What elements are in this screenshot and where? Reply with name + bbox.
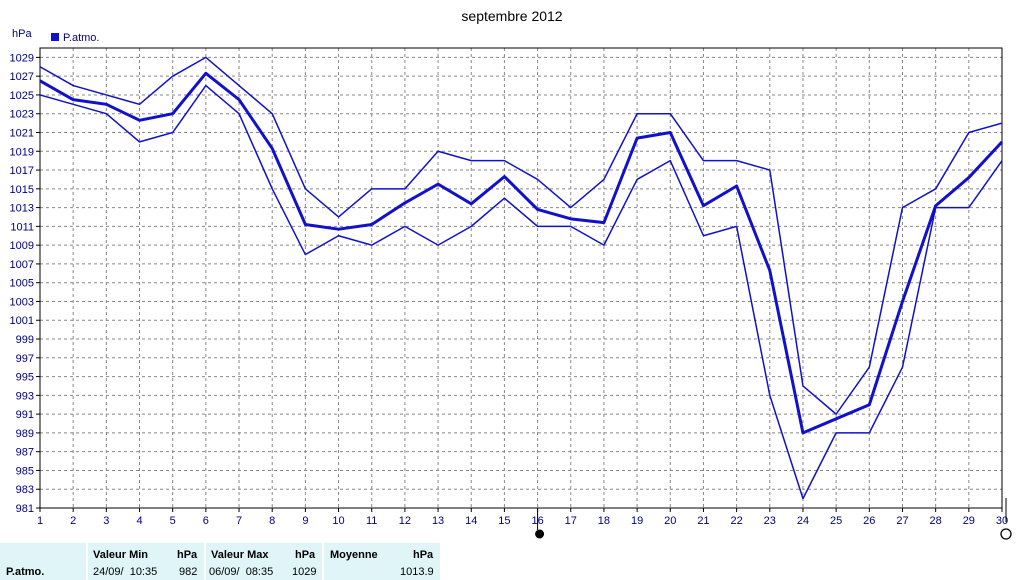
max-cell: Valeur Max hPa 06/09/ 08:35 1029 (206, 543, 322, 580)
mean-header: Moyenne (330, 549, 378, 561)
param-cell: P.atmo. (0, 543, 86, 580)
y-tick-label: 1001 (10, 315, 34, 327)
x-tick-label: 9 (302, 515, 308, 527)
x-tick-label: 28 (930, 515, 942, 527)
y-tick-label: 1011 (10, 221, 34, 233)
plot-frame (39, 47, 1003, 509)
x-tick-label: 11 (366, 515, 377, 527)
y-tick-label: 1027 (10, 71, 34, 83)
x-tick-label: 15 (498, 515, 510, 527)
x-tick-label: 10 (332, 515, 344, 527)
summary-table: P.atmo. Valeur Min hPa 24/09/ 10:35 982 … (0, 543, 1024, 580)
y-tick-label: 983 (16, 484, 34, 496)
y-tick-label: 1007 (10, 259, 34, 271)
y-tick-label: 993 (16, 390, 34, 402)
x-tick-label: 1 (37, 515, 43, 527)
y-tick-label: 999 (16, 334, 34, 346)
y-tick-label: 1025 (10, 90, 34, 102)
x-tick-label: 19 (631, 515, 643, 527)
new-moon-marker (1000, 528, 1012, 540)
x-tick-label: 4 (136, 515, 142, 527)
x-tick-label: 12 (399, 515, 411, 527)
x-tick-label: 29 (963, 515, 975, 527)
grid (40, 48, 1002, 509)
x-tick-label: 13 (432, 515, 444, 527)
min-value: 982 (179, 566, 198, 578)
min-header: Valeur Min (93, 549, 149, 561)
y-tick-label: 1015 (10, 184, 34, 196)
x-tick-label: 5 (170, 515, 176, 527)
min-cell: Valeur Min hPa 24/09/ 10:35 982 (88, 543, 204, 580)
y-tick-label: 1017 (10, 165, 34, 177)
x-tick-label: 18 (598, 515, 610, 527)
max-value: 1029 (292, 566, 317, 578)
y-tick-label: 1019 (10, 146, 34, 158)
y-tick-label: 995 (16, 372, 34, 384)
y-tick-label: 985 (16, 465, 34, 477)
x-tick-label: 8 (269, 515, 275, 527)
x-tick-label: 17 (565, 515, 577, 527)
series (39, 56, 1004, 500)
max-header: Valeur Max (211, 549, 269, 561)
y-tick-label: 1021 (10, 127, 34, 139)
y-tick-label: 991 (16, 409, 34, 421)
max-unit: hPa (295, 549, 316, 561)
series-line-max (39, 56, 1003, 415)
x-tick-label: 27 (896, 515, 908, 527)
y-tick-label: 1003 (10, 296, 34, 308)
x-tick-label: 26 (863, 515, 875, 527)
chart-title: septembre 2012 (461, 8, 562, 24)
legend-label: P.atmo. (63, 32, 100, 44)
x-tick-label: 2 (70, 515, 76, 527)
param-name: P.atmo. (6, 566, 45, 578)
mean-cell: Moyenne hPa 1013.9 (324, 543, 440, 580)
x-tick-label: 30 (996, 515, 1008, 527)
x-tick-label: 24 (797, 515, 809, 527)
x-tick-label: 14 (465, 515, 477, 527)
series-line-mean (39, 71, 1004, 435)
x-tick-label: 6 (203, 515, 209, 527)
y-tick-label: 1009 (10, 240, 34, 252)
mean-unit: hPa (413, 549, 434, 561)
y-axis-ticks: 981 983 985 987 989 991 993 995 997 999 1001 1003 10… (10, 52, 40, 515)
legend-swatch (51, 33, 59, 41)
y-tick-label: 1013 (10, 203, 34, 215)
x-tick-label: 7 (236, 515, 242, 527)
x-tick-label: 21 (697, 515, 709, 527)
pressure-chart: septembre 2012 hPa P.atmo. 9819839859879… (10, 8, 1012, 540)
x-tick-label: 25 (830, 515, 842, 527)
full-moon-marker (535, 529, 545, 539)
y-tick-label: 1023 (10, 109, 34, 121)
y-tick-label: 1005 (10, 278, 34, 290)
x-tick-label: 20 (664, 515, 676, 527)
x-tick-label: 22 (730, 515, 742, 527)
series-line-min (39, 84, 1003, 500)
mean-value: 1013.9 (400, 566, 434, 578)
y-tick-label: 987 (16, 447, 34, 459)
y-tick-label: 981 (16, 503, 34, 515)
x-tick-label: 23 (764, 515, 776, 527)
min-unit: hPa (177, 549, 198, 561)
y-tick-label: 1029 (10, 52, 34, 64)
y-tick-label: 997 (16, 353, 34, 365)
min-date: 24/09/ 10:35 (93, 566, 158, 578)
x-axis-ticks: 1 2 3 4 5 6 7 8 9 10 11 12 13 14 15 16 17 18 19 20 21 22 23 24 2… (37, 508, 1008, 527)
max-date: 06/09/ 08:35 (209, 566, 274, 578)
y-axis-unit: hPa (12, 28, 32, 40)
x-tick-label: 3 (103, 515, 109, 527)
y-tick-label: 989 (16, 428, 34, 440)
moon-markers (535, 498, 1012, 540)
